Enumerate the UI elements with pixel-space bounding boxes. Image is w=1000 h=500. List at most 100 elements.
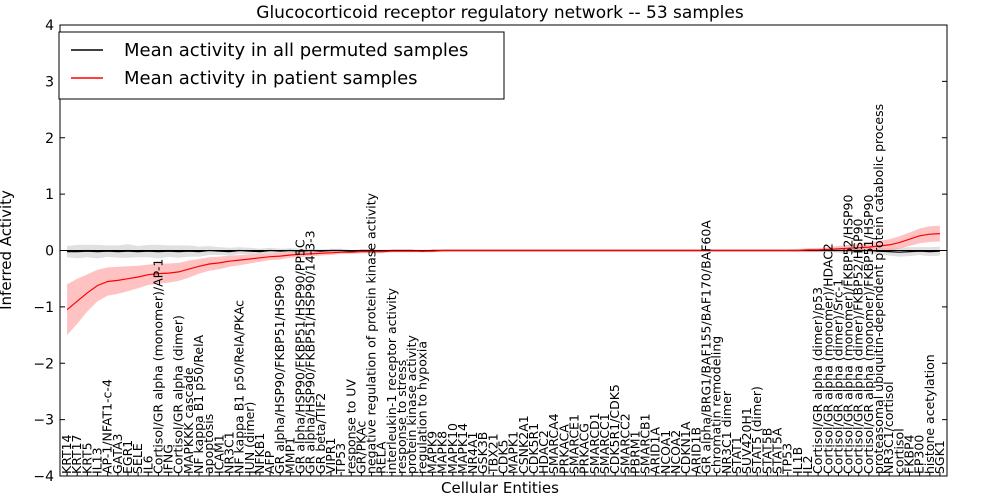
entity-label: protein kinase activity: [404, 334, 419, 474]
entity-label: regulation to hypoxia: [414, 341, 429, 474]
entity-label: KRT17: [69, 434, 84, 474]
y-tick-label: 4: [45, 18, 54, 34]
y-axis-ticks: −4 −3 −2 −1 0 1 2 3 4: [33, 18, 947, 485]
series-lines: [66, 233, 940, 311]
entity-label: Cortisol/GR alpha (dimer): [171, 315, 186, 474]
entity-label: EGR1: [120, 440, 135, 474]
entity-label: TBX21: [485, 433, 500, 475]
entity-labels: KRT14KRT17KRT5IL13AP-1/NFAT1-c-4GATA3EGR…: [59, 104, 947, 475]
entity-label: Cortisol/GR alpha (monomer)/AP-1: [150, 259, 165, 474]
entity-label: response to stress: [394, 360, 409, 474]
entity-label: GR beta/TIF2: [313, 393, 328, 474]
entity-label: chromatin remodeling: [709, 336, 724, 474]
entity-label: negative regulation of protein kinase ac…: [364, 192, 379, 474]
entity-label: GSK3B: [475, 432, 490, 474]
legend: Mean activity in all permuted samples Me…: [58, 31, 505, 100]
entity-label: NR3C1 dimer: [719, 390, 734, 474]
entity-label: AFP: [262, 450, 277, 474]
entity-label: Cortisol/GR alpha (monomer)/FKBP52/HSP90: [841, 194, 856, 474]
entity-label: RELA: [374, 441, 389, 474]
y-tick-label: 3: [45, 74, 54, 90]
entity-label: NR3C1/cortisol: [881, 381, 896, 474]
entity-label: IL13: [90, 447, 105, 474]
entity-label: SELE: [130, 443, 145, 474]
entity-label: ARID1B: [688, 427, 703, 474]
entity-label: proteasomal ubiquitin-dependent protein …: [871, 104, 886, 474]
entity-label: NFKB1: [252, 433, 267, 474]
entity-label: Cortisol/GR alpha (dimer)/FKBP52/HSP90: [851, 218, 866, 474]
entity-label: IL1B: [790, 447, 805, 474]
entity-label: TP53: [333, 443, 348, 475]
entity-label: KRT14: [59, 434, 74, 474]
x-axis-ticks: [66, 472, 941, 476]
entity-label: IL6: [140, 455, 155, 474]
entity-label: NR4A1: [465, 432, 480, 475]
entity-label: STAT5B: [759, 428, 774, 474]
entity-label: GR alpha/HSP90/FKBP51/HSP90/PP5C: [293, 239, 308, 474]
entity-label: KRT5: [79, 442, 94, 474]
entity-label: CDKN1A: [678, 421, 693, 474]
entity-label: SGK1: [932, 440, 947, 474]
entity-label: CSNK2A1: [516, 415, 531, 474]
band-series-1: [67, 225, 940, 336]
y-tick-label: −1: [33, 300, 54, 316]
entity-label: FKBP4: [902, 434, 917, 474]
entity-label: SMARCC1: [597, 413, 612, 474]
entity-label: CDK5: [496, 439, 511, 474]
legend-label-patient: Mean activity in patient samples: [124, 68, 418, 89]
entity-label: ARID1A: [648, 426, 663, 474]
entity-label: cortisol: [891, 428, 906, 474]
entity-label: CDK5R1/CDK5: [607, 384, 622, 474]
entity-label: CDK5R1: [526, 423, 541, 474]
entity-label: IL2: [800, 455, 815, 474]
entity-label: TP53: [780, 443, 795, 475]
entity-label: GR alpha/HSP90/FKBP51/HSP90: [272, 275, 287, 474]
entity-label: STAT1: [729, 436, 744, 474]
entity-label: MAPK14: [455, 423, 470, 474]
entity-label: GR alpha/HSP90/FKBP51/HSP90/14-3-3: [303, 230, 318, 474]
entity-label: Cortisol/GR alpha (monomer)/FKBP51/HSP90: [861, 194, 876, 474]
entity-label: SMARCE1: [567, 414, 582, 474]
y-tick-label: −2: [33, 356, 54, 372]
entity-label: NF kappa B1 p50/RelA: [191, 334, 206, 474]
entity-label: SUV420H1: [739, 407, 754, 474]
entity-label: EP300: [912, 435, 927, 474]
entity-label: apoptosis: [201, 414, 216, 474]
y-tick-label: 1: [45, 187, 54, 203]
entity-label: MAPK8: [435, 431, 450, 474]
legend-box: [58, 31, 505, 100]
legend-label-permuted: Mean activity in all permuted samples: [124, 40, 468, 61]
entity-label: ICAM1: [211, 434, 226, 474]
entity-label: NF kappa B1 p50/RelA/PKAc: [232, 300, 247, 474]
entity-label: NR3C1: [222, 431, 237, 474]
entity-label: STAT5A: [770, 427, 785, 474]
entity-label: STAT5 (dimer): [749, 386, 764, 474]
entity-label: AP-1/NFAT1-c-4: [100, 379, 115, 474]
entity-label: SMARCA4: [546, 413, 561, 474]
entity-label: Cortisol/GR alpha (dimer)/p53: [810, 287, 825, 474]
entity-label: MAPK10: [445, 423, 460, 474]
entity-label: GR alpha/BRG1/BAF155/BAF170/BAF60A: [699, 220, 714, 474]
entity-label: GR/PKAc: [353, 421, 368, 474]
entity-label: MAPK9: [425, 431, 440, 474]
entity-label: IFNG: [161, 444, 176, 474]
entity-label: SMARCC2: [617, 413, 632, 474]
y-tick-label: −3: [33, 413, 54, 429]
y-tick-label: 0: [45, 244, 54, 260]
entity-label: Cortisol/GR alpha (dimer)/Src-1: [830, 279, 845, 474]
entity-label: response to UV: [343, 379, 358, 474]
x-axis-label: Cellular Entities: [441, 479, 559, 497]
plot-frame: [59, 24, 948, 477]
entity-label: PRKACA: [556, 424, 571, 474]
entity-label: PBRM1: [627, 430, 642, 474]
entity-label: MAPKKK cascade: [181, 367, 196, 474]
chart-title: Glucocorticoid receptor regulatory netwo…: [256, 3, 744, 23]
entity-label: interleukin-1 receptor activity: [384, 287, 399, 474]
entity-label: NCOA1: [658, 430, 673, 474]
entity-label: HDAC2: [536, 430, 551, 474]
entity-label: NCOA2: [668, 430, 683, 474]
y-tick-label: 2: [45, 131, 54, 147]
entity-label: SMARCB1: [638, 413, 653, 474]
entity-label: VIPR1: [323, 438, 338, 474]
